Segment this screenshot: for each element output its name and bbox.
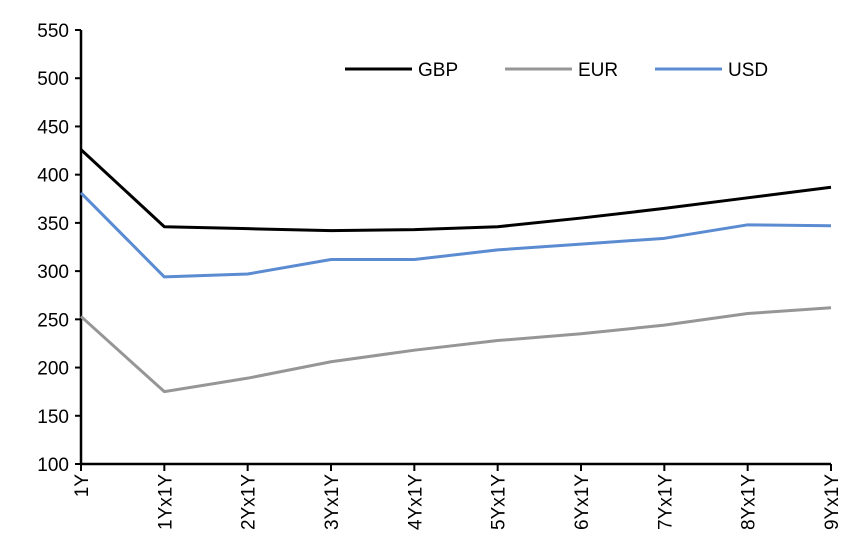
legend-label: GBP: [418, 60, 458, 81]
legend-label: USD: [728, 60, 768, 81]
x-tick-label: 1Y: [72, 474, 93, 498]
x-tick-label: 9Yx1Y: [822, 474, 843, 530]
legend-item-gbp: GBP: [345, 60, 458, 81]
x-tick-label: 7Yx1Y: [655, 474, 676, 530]
axes: 100 150 200 250 300 350 400 450 500 550 1Y 1Yx1Y 2Yx…: [37, 21, 843, 530]
legend-item-eur: EUR: [505, 60, 618, 81]
series-line-eur: [79, 306, 832, 394]
x-tick-label: 2Yx1Y: [239, 474, 260, 530]
x-tick-label: 6Yx1Y: [572, 474, 593, 530]
y-tick-label: 300: [37, 262, 69, 283]
legend-item-usd: USD: [655, 60, 768, 81]
y-tick-label: 550: [37, 21, 69, 42]
x-tick-label: 3Yx1Y: [322, 474, 343, 530]
x-tick-label: 8Yx1Y: [739, 474, 760, 530]
y-tick-label: 100: [37, 455, 69, 476]
legend-label: EUR: [578, 60, 618, 81]
series-line-gbp: [79, 148, 832, 233]
legend: GBP EUR USD: [345, 60, 768, 81]
y-tick-label: 350: [37, 214, 69, 235]
x-tick-label: 4Yx1Y: [405, 474, 426, 530]
x-tick-label: 5Yx1Y: [489, 474, 510, 530]
series-lines: [79, 148, 832, 394]
y-tick-label: 500: [37, 69, 69, 90]
y-tick-label: 250: [37, 310, 69, 331]
y-tick-label: 200: [37, 359, 69, 380]
y-tick-label: 450: [37, 117, 69, 138]
x-tick-label: 1Yx1Y: [155, 474, 176, 530]
y-tick-label: 400: [37, 166, 69, 187]
series-line-usd: [79, 191, 832, 279]
y-tick-label: 150: [37, 407, 69, 428]
